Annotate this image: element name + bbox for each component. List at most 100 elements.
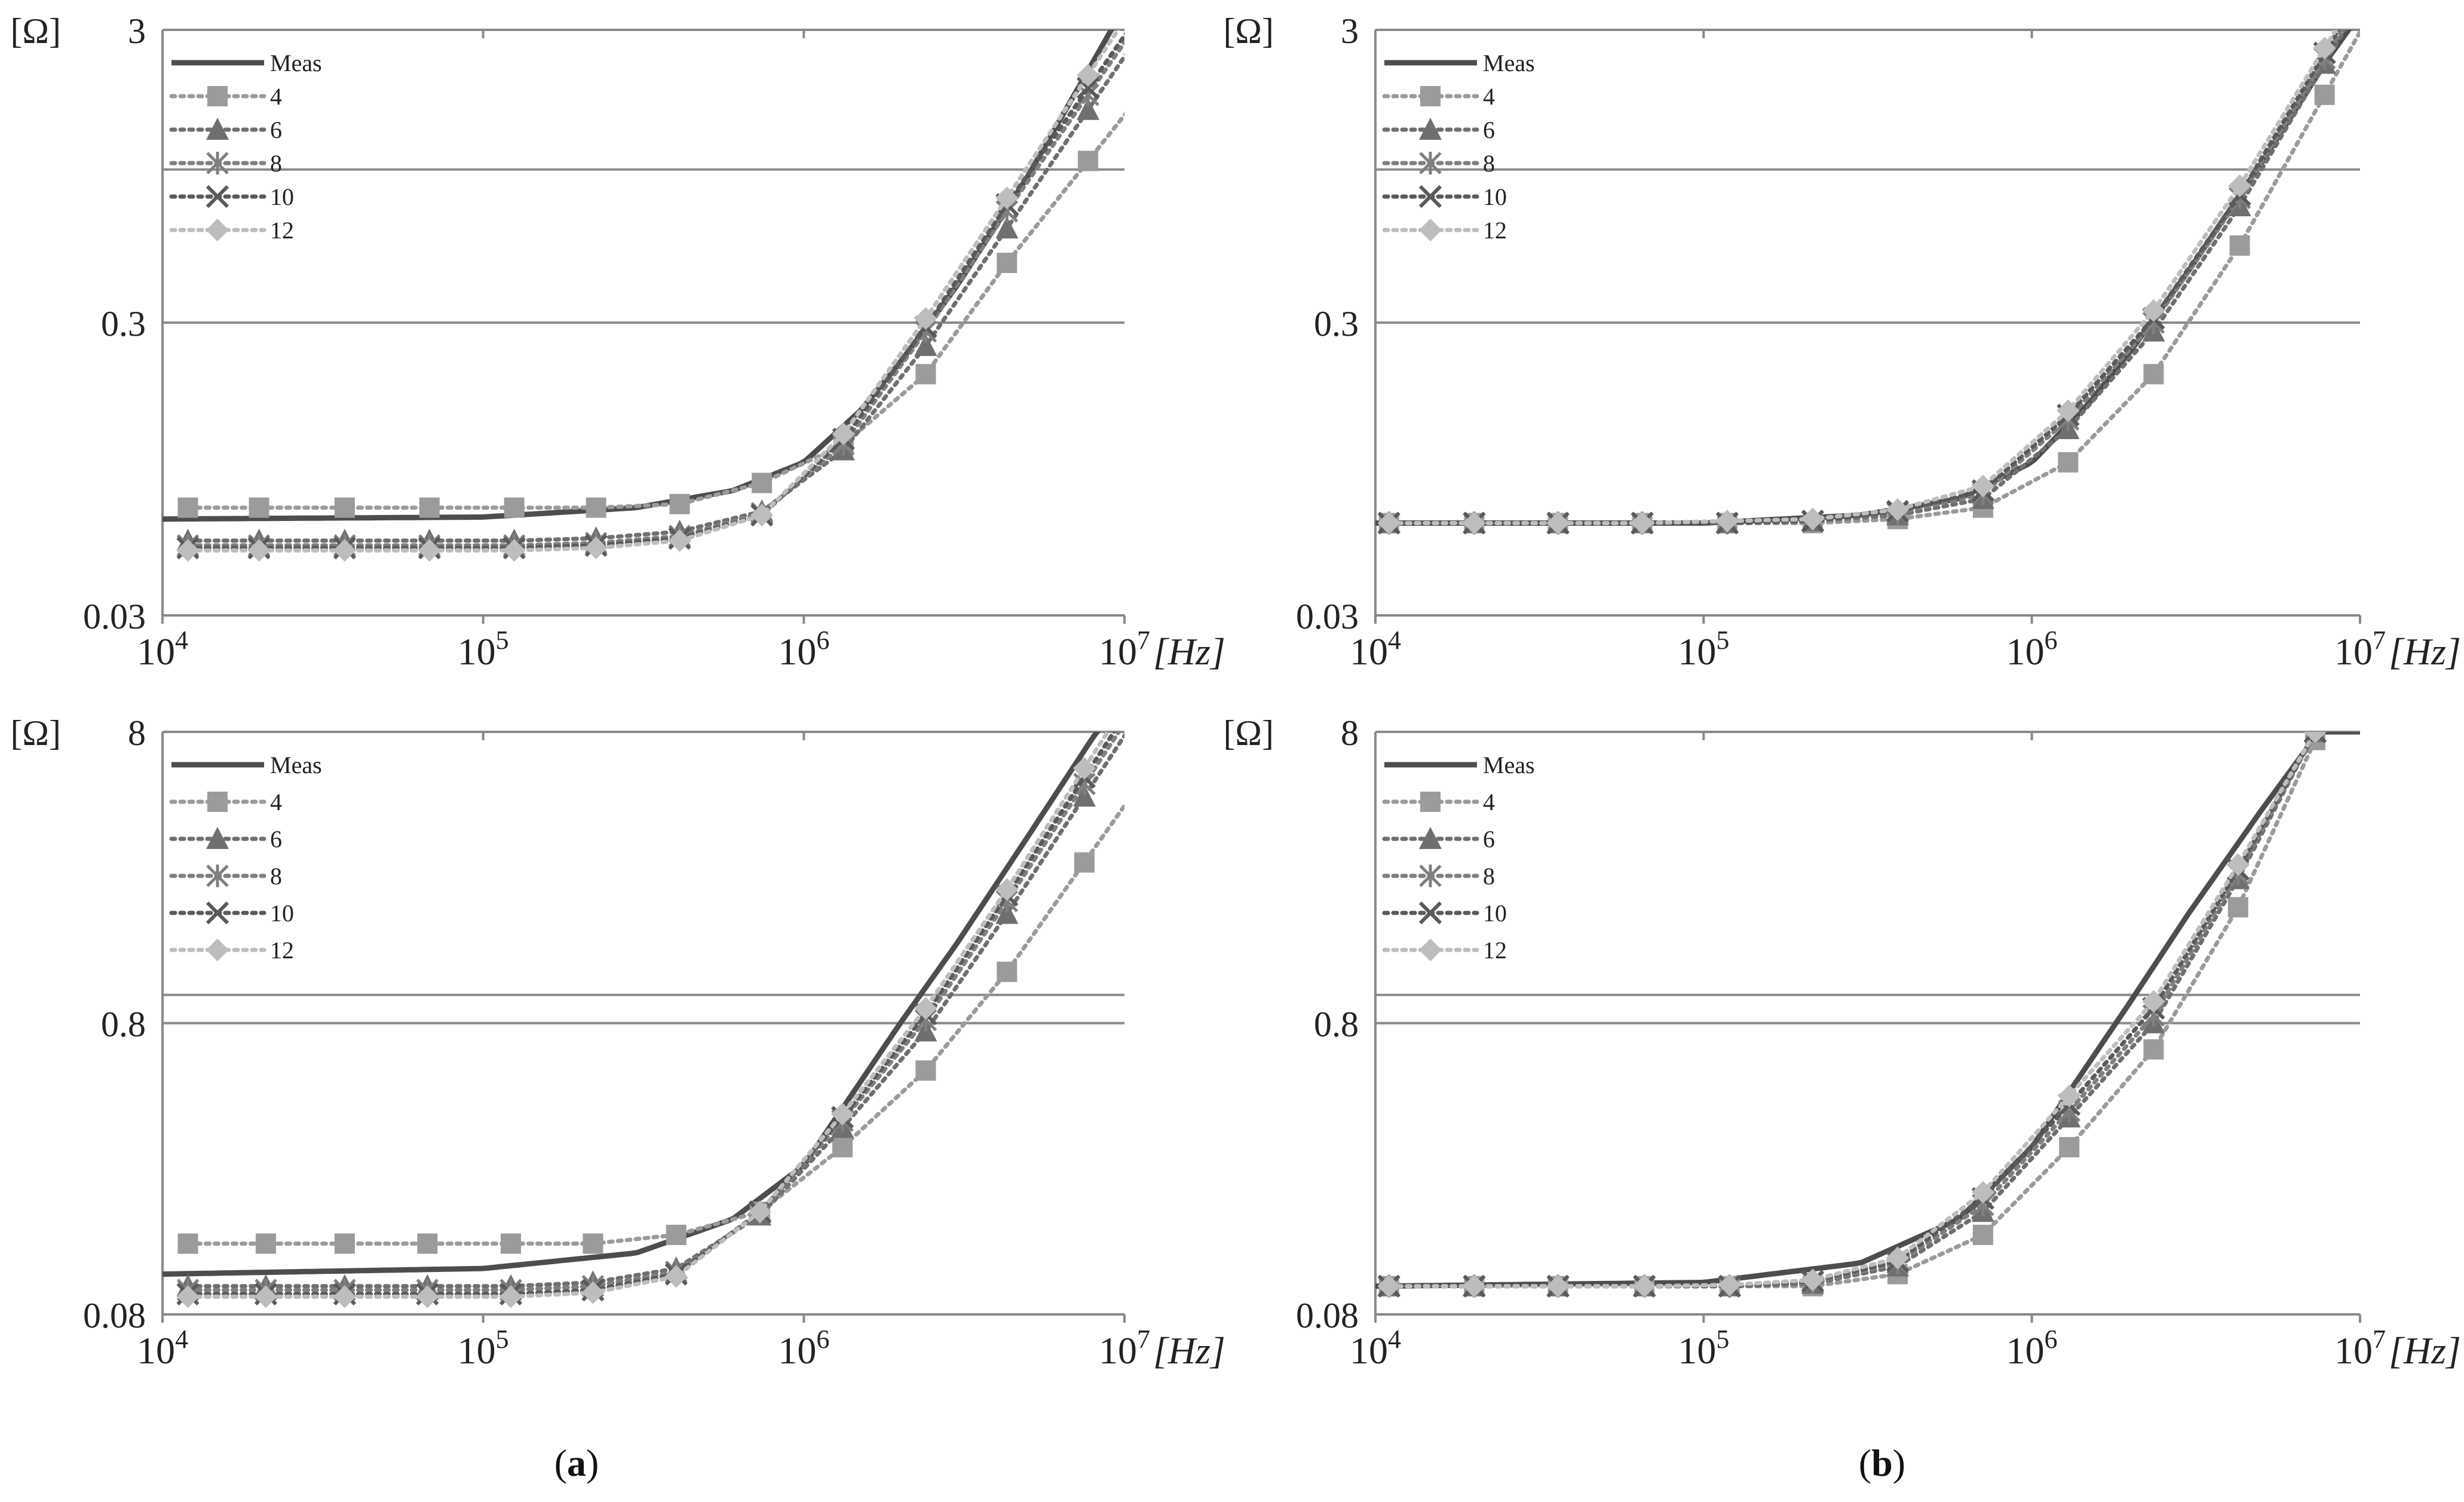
legend-label: Meas bbox=[270, 50, 322, 76]
y-tick-label: 3 bbox=[128, 11, 146, 51]
legend-swatch-marker-12 bbox=[1419, 939, 1442, 961]
series-line-6 bbox=[186, 53, 1124, 543]
series-line-4 bbox=[1387, 30, 2360, 525]
series-10 bbox=[1377, 732, 2327, 1298]
data-point-12 bbox=[1633, 1274, 1656, 1298]
legend-swatch-marker-8 bbox=[1419, 152, 1442, 174]
x-axis-label: [Hz] bbox=[2389, 630, 2461, 673]
legend-label: Meas bbox=[270, 752, 322, 778]
x-tick-base: 10 bbox=[778, 1329, 816, 1372]
legend-label: 8 bbox=[270, 150, 282, 177]
series-line-8 bbox=[1387, 732, 2318, 1289]
y-tick-label: 0.3 bbox=[101, 304, 146, 344]
legend-label: 6 bbox=[270, 117, 282, 143]
y-axis-label: [Ω] bbox=[1223, 713, 1274, 753]
series-line-8 bbox=[186, 732, 1121, 1292]
data-point-4 bbox=[2227, 897, 2248, 918]
data-point-12 bbox=[502, 539, 526, 562]
legend-swatch-marker-12 bbox=[206, 939, 229, 961]
series-10 bbox=[176, 32, 1124, 560]
data-point-12 bbox=[750, 504, 774, 527]
data-point-12 bbox=[584, 537, 608, 560]
y-tick-label: 0.08 bbox=[83, 1296, 146, 1335]
series-6 bbox=[1377, 30, 2347, 534]
series-line-8 bbox=[1387, 30, 2345, 525]
x-tick-exponent: 5 bbox=[496, 626, 509, 655]
data-point-6 bbox=[914, 333, 937, 356]
data-point-12 bbox=[2313, 36, 2336, 60]
x-tick-exponent: 6 bbox=[816, 1325, 829, 1354]
x-tick-exponent: 4 bbox=[1388, 1325, 1401, 1354]
series-12 bbox=[1377, 30, 2339, 535]
series-8 bbox=[1377, 732, 2327, 1298]
legend-swatch-marker-8 bbox=[206, 152, 229, 174]
x-tick-base: 10 bbox=[1099, 1329, 1137, 1372]
legend-label: Meas bbox=[1483, 50, 1535, 76]
series-10 bbox=[1377, 30, 2342, 535]
series-line-10 bbox=[186, 732, 1117, 1296]
x-tick-exponent: 5 bbox=[496, 1325, 509, 1354]
legend-swatch-marker-10 bbox=[206, 185, 229, 209]
data-point-12 bbox=[1377, 1274, 1400, 1298]
legend-label: 4 bbox=[1483, 789, 1495, 816]
x-tick-base: 10 bbox=[1678, 1329, 1716, 1372]
data-point-12 bbox=[2058, 1084, 2081, 1108]
data-point-6 bbox=[1077, 97, 1100, 120]
data-point-12 bbox=[333, 539, 356, 562]
series-Meas bbox=[163, 732, 1101, 1277]
data-point-4 bbox=[334, 497, 355, 518]
data-point-12 bbox=[416, 1285, 439, 1308]
x-tick-base: 10 bbox=[458, 630, 496, 673]
data-point-10 bbox=[1076, 76, 1100, 100]
x-tick-exponent: 7 bbox=[2373, 626, 2386, 655]
data-point-4 bbox=[2058, 452, 2079, 473]
x-tick-label: 106 bbox=[778, 626, 829, 673]
x-tick-label: 106 bbox=[2006, 1325, 2058, 1372]
series-8 bbox=[1377, 30, 2345, 535]
plot-area bbox=[1375, 30, 2360, 535]
x-tick-label: 104 bbox=[137, 1325, 188, 1372]
data-point-4 bbox=[915, 364, 936, 385]
data-point-4 bbox=[417, 1233, 438, 1254]
data-point-12 bbox=[1463, 1274, 1486, 1298]
plot-area bbox=[163, 30, 1124, 562]
x-tick-base: 10 bbox=[137, 630, 175, 673]
caption-b-close: ) bbox=[1893, 1442, 1905, 1484]
caption-a: (a) bbox=[554, 1442, 599, 1484]
legend-label: 10 bbox=[1483, 183, 1507, 210]
data-point-12 bbox=[995, 186, 1019, 210]
caption-b-letter: b bbox=[1871, 1442, 1893, 1484]
series-Meas bbox=[163, 30, 1115, 522]
data-point-12 bbox=[333, 1285, 356, 1308]
legend-swatch-marker-8 bbox=[1419, 865, 1442, 887]
caption-a-close: ) bbox=[586, 1442, 599, 1484]
x-tick-exponent: 7 bbox=[1137, 626, 1150, 655]
x-tick-label: 106 bbox=[778, 1325, 829, 1372]
data-point-4 bbox=[832, 1137, 853, 1158]
x-tick-exponent: 7 bbox=[1137, 1325, 1150, 1354]
data-point-12 bbox=[1886, 1246, 1910, 1270]
legend-label: 12 bbox=[270, 937, 294, 964]
x-tick-exponent: 5 bbox=[1716, 1325, 1729, 1354]
data-point-12 bbox=[176, 539, 200, 562]
data-point-12 bbox=[1971, 1181, 1994, 1204]
legend-label: 6 bbox=[270, 826, 282, 853]
data-point-12 bbox=[499, 1285, 523, 1308]
data-point-12 bbox=[1546, 511, 1570, 535]
series-6 bbox=[176, 53, 1124, 551]
x-tick-exponent: 7 bbox=[2373, 1325, 2386, 1354]
y-tick-label: 0.3 bbox=[1314, 304, 1359, 344]
x-tick-base: 10 bbox=[2334, 630, 2373, 673]
series-line-8 bbox=[186, 39, 1124, 548]
data-point-12 bbox=[831, 1102, 854, 1126]
x-axis-label: [Hz] bbox=[1153, 630, 1225, 673]
y-tick-label: 0.08 bbox=[1296, 1296, 1359, 1335]
data-point-12 bbox=[1072, 756, 1096, 780]
series-line-10 bbox=[1387, 30, 2342, 525]
data-point-4 bbox=[752, 473, 773, 493]
series-line-12 bbox=[1387, 732, 2318, 1289]
series-line-6 bbox=[1387, 732, 2318, 1289]
data-point-12 bbox=[914, 307, 937, 330]
